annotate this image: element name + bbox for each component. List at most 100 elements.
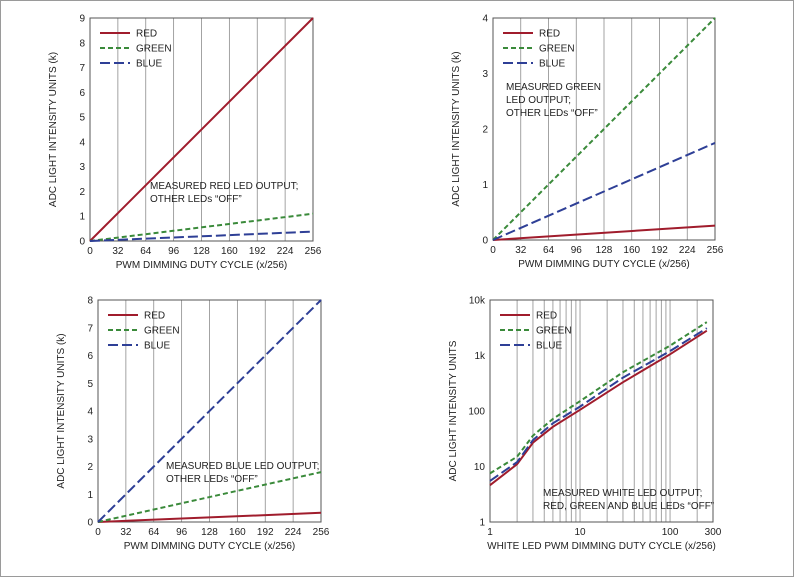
x-tick-label: 256: [707, 245, 724, 256]
x-tick-label: 32: [120, 527, 132, 538]
annotation-line: MEASURED WHITE LED OUTPUT;: [543, 488, 702, 499]
y-tick-label: 2: [87, 462, 93, 473]
annotation-line: RED, GREEN AND BLUE LEDs “OFF”: [543, 501, 714, 512]
legend-label-blue: BLUE: [536, 341, 562, 352]
x-tick-label: 64: [140, 246, 152, 257]
x-tick-label: 100: [662, 527, 679, 538]
legend-label-green: GREEN: [144, 326, 180, 337]
legend-label-green: GREEN: [536, 326, 572, 337]
x-tick-label: 160: [221, 246, 238, 257]
y-tick-label: 8: [79, 38, 85, 49]
y-tick-label: 4: [482, 14, 488, 25]
legend-label-red: RED: [536, 311, 557, 322]
annotation-line: MEASURED BLUE LED OUTPUT;: [166, 461, 319, 472]
y-tick-label: 3: [482, 69, 488, 80]
series-line-blue: [97, 299, 322, 523]
series-line-red: [489, 329, 708, 486]
series-line-blue: [489, 327, 708, 482]
x-tick-label: 96: [168, 246, 180, 257]
x-tick-label: 192: [249, 246, 266, 257]
y-axis-label: ADC LIGHT INTENSITY UNITS (k): [56, 333, 67, 488]
legend-label-blue: BLUE: [136, 59, 162, 70]
chart-1: 0 32 64 96 128 160 192 224 256 0 1 2 3 4 5 6 7 8 9 PWM DIMM…: [48, 14, 322, 272]
plot-frame: [492, 17, 716, 241]
legend: RED GREEN BLUE: [108, 311, 180, 352]
x-tick-label: 1: [487, 527, 493, 538]
legend: RED GREEN BLUE: [503, 29, 575, 70]
chart-2: 0 32 64 96 128 160 192 224 256 0 1 2 3 4 PWM DIMMING D…: [451, 14, 724, 271]
x-tick-label: 128: [596, 245, 613, 256]
legend-label-green: GREEN: [136, 44, 172, 55]
legend-label-red: RED: [144, 311, 165, 322]
y-tick-label: 2: [482, 125, 488, 136]
y-tick-label: 5: [79, 113, 85, 124]
legend-label-red: RED: [136, 29, 157, 40]
x-axis-label: WHITE LED PWM DIMMING DUTY CYCLE (x/256): [487, 541, 716, 552]
y-tick-label: 10: [474, 462, 486, 473]
y-tick-label: 1: [87, 490, 93, 501]
x-tick-label: 192: [257, 527, 274, 538]
annotation-line: OTHER LEDs “OFF”: [506, 108, 598, 119]
y-tick-label: 6: [79, 88, 85, 99]
y-tick-label: 4: [79, 137, 85, 148]
legend: RED GREEN BLUE: [100, 29, 172, 70]
legend-label-red: RED: [539, 29, 560, 40]
x-tick-label: 160: [623, 245, 640, 256]
y-tick-label: 0: [482, 236, 488, 247]
y-tick-label: 9: [79, 14, 85, 25]
x-tick-label: 224: [285, 527, 302, 538]
annotation-line: MEASURED RED LED OUTPUT;: [150, 181, 298, 192]
y-tick-label: 5: [87, 379, 93, 390]
x-axis-label: PWM DIMMING DUTY CYCLE (x/256): [116, 260, 288, 271]
y-tick-label: 3: [79, 162, 85, 173]
y-tick-label: 6: [87, 351, 93, 362]
y-tick-label: 8: [87, 296, 93, 307]
x-tick-label: 96: [571, 245, 583, 256]
annotation-line: MEASURED GREEN: [506, 82, 601, 93]
y-tick-label: 0: [79, 237, 85, 248]
series-line-green: [492, 17, 716, 241]
y-tick-label: 1: [482, 180, 488, 191]
y-tick-label: 7: [79, 63, 85, 74]
x-tick-label: 96: [176, 527, 188, 538]
y-tick-label: 10k: [469, 296, 486, 307]
y-axis-label: ADC LIGHT INTENSITY UNITS (k): [451, 51, 462, 206]
x-tick-label: 128: [201, 527, 218, 538]
x-tick-label: 0: [95, 527, 101, 538]
x-tick-label: 192: [651, 245, 668, 256]
annotation-line: OTHER LEDs “OFF”: [150, 194, 242, 205]
x-tick-label: 0: [490, 245, 496, 256]
series-line-red: [492, 224, 716, 241]
series-line-blue: [89, 230, 314, 242]
x-tick-label: 256: [313, 527, 330, 538]
x-tick-label: 32: [515, 245, 527, 256]
y-tick-label: 7: [87, 323, 93, 334]
x-tick-label: 256: [305, 246, 322, 257]
legend-label-blue: BLUE: [539, 59, 565, 70]
plot-frame: [489, 299, 714, 523]
y-tick-label: 1: [79, 212, 85, 223]
y-axis-label: ADC LIGHT INTENSITY UNITS (k): [48, 52, 59, 207]
x-tick-label: 10: [574, 527, 586, 538]
y-axis-label: ADC LIGHT INTENSITY UNITS: [448, 340, 459, 481]
series-line-red: [97, 511, 322, 523]
series-line-green: [489, 321, 708, 475]
x-tick-label: 64: [543, 245, 555, 256]
series-line-blue: [492, 141, 716, 241]
series-line-green: [89, 212, 314, 242]
y-tick-label: 0: [87, 518, 93, 529]
x-tick-label: 224: [679, 245, 696, 256]
annotation-line: OTHER LEDs “OFF”: [166, 474, 258, 485]
chart-4: 1 10 100 300 1 10 100 1k 10k WHITE LED PWM DIMMIN…: [448, 296, 722, 553]
x-tick-label: 300: [705, 527, 722, 538]
plot-frame: [89, 17, 314, 242]
x-tick-label: 224: [277, 246, 294, 257]
x-tick-label: 128: [193, 246, 210, 257]
plot-frame: [97, 299, 322, 523]
chart-3: 0 32 64 96 128 160 192 224 256 0 1 2 3 4 5 6 7 8 PWM DIMMI…: [56, 296, 330, 553]
x-axis-label: PWM DIMMING DUTY CYCLE (x/256): [518, 259, 690, 270]
x-tick-label: 32: [112, 246, 124, 257]
y-tick-label: 2: [79, 187, 85, 198]
y-tick-label: 1k: [474, 351, 486, 362]
